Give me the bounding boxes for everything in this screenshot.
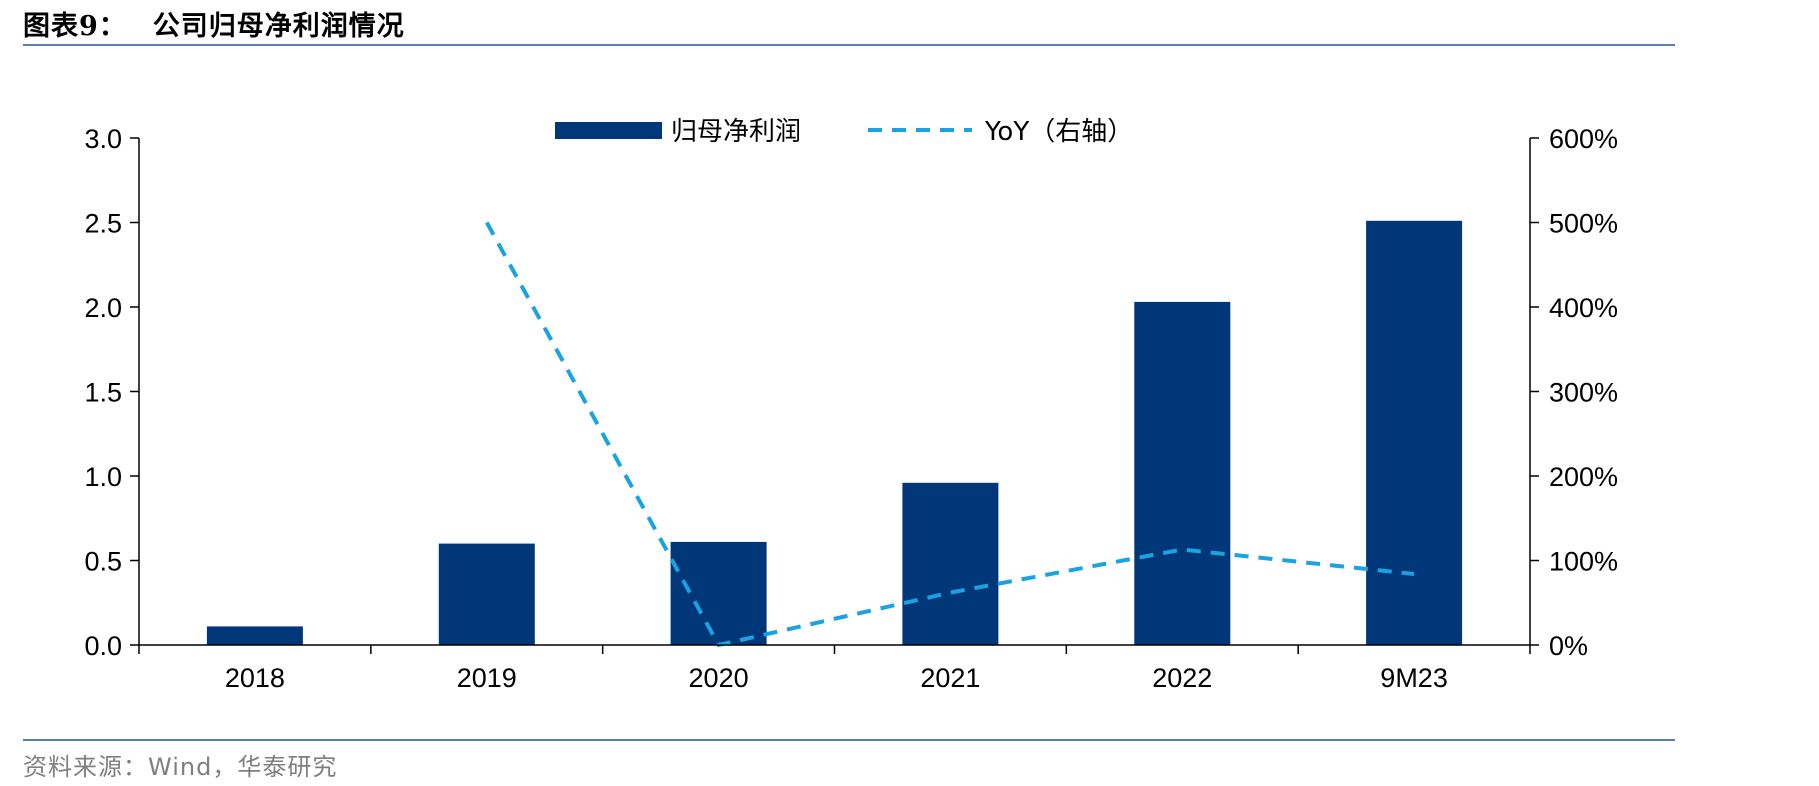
left-tick-label: 0.0 [84, 631, 122, 661]
x-tick-label: 2022 [1152, 663, 1212, 693]
x-tick-label: 2019 [457, 663, 517, 693]
left-tick-label: 0.5 [84, 547, 122, 577]
header-divider [23, 44, 1675, 46]
bar-2020 [670, 541, 767, 645]
left-tick-label: 3.0 [84, 124, 122, 154]
yoy-line [485, 221, 1415, 648]
right-tick-label: 200% [1549, 462, 1618, 492]
right-tick-label: 0% [1549, 631, 1588, 661]
left-tick-label: 1.0 [84, 462, 122, 492]
legend-bar-label: 归母净利润 [671, 117, 801, 147]
legend-bar-swatch [555, 122, 662, 139]
footer-divider [23, 739, 1675, 741]
right-tick-label: 400% [1549, 293, 1618, 323]
chart-axes: 0.0 0% 0.5 100% 1.0 200% 1.5 300% 2.0 400% 2.5 500%… [84, 124, 1618, 693]
bar-2022 [1134, 301, 1231, 645]
source-note: 资料来源：Wind，华泰研究 [23, 753, 338, 781]
legend-line-label: YoY（右轴） [984, 117, 1133, 147]
bar-9m23 [1366, 220, 1463, 646]
x-tick-label: 2018 [225, 663, 285, 693]
right-tick-label: 300% [1549, 378, 1618, 408]
figure-title-text: 公司归母净利润情况 [152, 11, 405, 42]
left-tick-label: 2.5 [84, 209, 122, 239]
figure-label: 图表9： [23, 11, 127, 42]
bar-series [206, 220, 1463, 646]
left-tick-label: 1.5 [84, 378, 122, 408]
chart-legend: 归母净利润 YoY（右轴） [555, 117, 1133, 147]
left-tick-label: 2.0 [84, 293, 122, 323]
right-tick-label: 500% [1549, 209, 1618, 239]
x-tick-label: 2021 [920, 663, 980, 693]
right-tick-label: 100% [1549, 547, 1618, 577]
bar-2018 [206, 626, 303, 645]
x-tick-label: 9M23 [1380, 663, 1448, 693]
bar-2019 [438, 543, 535, 645]
x-tick-label: 2020 [689, 663, 749, 693]
right-tick-label: 600% [1549, 124, 1618, 154]
bar-2021 [902, 482, 999, 645]
figure-title: 图表9： 公司归母净利润情况 [23, 4, 405, 43]
